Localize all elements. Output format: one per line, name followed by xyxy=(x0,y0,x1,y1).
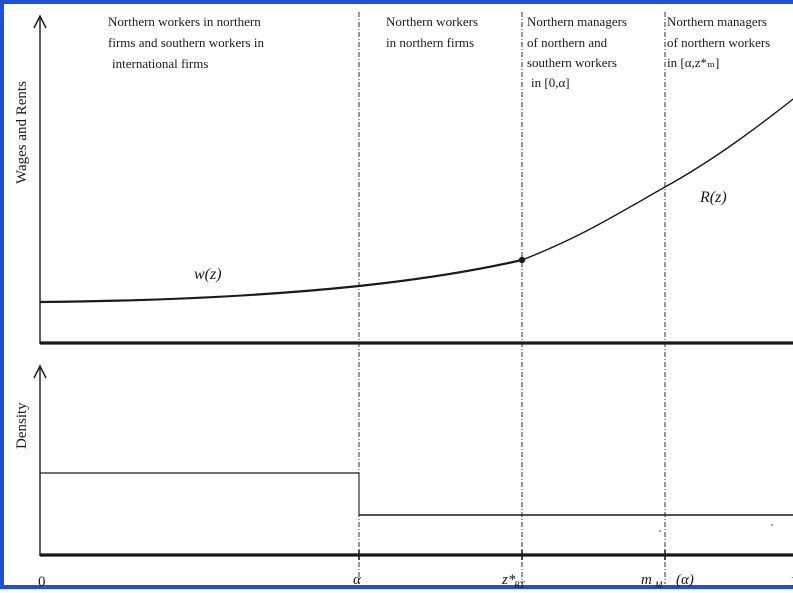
tick-label-one: 1 xyxy=(790,574,793,590)
svg-text:m: m xyxy=(641,572,652,588)
region-1-label: Northern workers in northern firms and s… xyxy=(108,14,264,71)
svg-text:Northern workers in northern: Northern workers in northern xyxy=(108,14,261,29)
wage-curve-label: w(z) xyxy=(194,266,222,283)
lower-y-axis-arrow xyxy=(33,364,47,379)
svg-text:Northern managers: Northern managers xyxy=(527,14,627,29)
svg-text:BT: BT xyxy=(514,580,525,590)
wage-curve xyxy=(39,258,523,304)
svg-text:southern workers: southern workers xyxy=(527,55,617,70)
upper-y-axis-arrow xyxy=(33,14,47,29)
svg-text:firms and southern workers in: firms and southern workers in xyxy=(108,35,264,50)
upper-y-axis-label: Wages and Rents xyxy=(14,81,30,184)
svg-text:of northern and: of northern and xyxy=(527,35,608,50)
speck xyxy=(659,530,661,532)
tick-label-alpha: α xyxy=(353,572,362,588)
region-4-label: Northern managers of northern workers in… xyxy=(667,14,770,70)
lower-y-axis-label: Density xyxy=(14,402,30,449)
svg-text:in [α,z*ₘ]: in [α,z*ₘ] xyxy=(667,55,719,70)
svg-text:in [0,α]: in [0,α] xyxy=(531,75,570,90)
svg-text:in northern firms: in northern firms xyxy=(386,35,474,50)
kink-point xyxy=(518,256,526,264)
svg-text:z*: z* xyxy=(501,572,516,588)
tick-label-mm: m M (α) xyxy=(641,572,694,590)
region-3-label: Northern managers of northern and southe… xyxy=(527,14,627,90)
svg-text:Northern managers: Northern managers xyxy=(667,14,767,29)
svg-text:international firms: international firms xyxy=(112,56,208,71)
svg-text:of northern workers: of northern workers xyxy=(667,35,770,50)
speck xyxy=(771,524,773,526)
rent-curve-label: R(z) xyxy=(699,189,727,206)
svg-text:(α): (α) xyxy=(676,572,694,588)
region-2-label: Northern workers in northern firms xyxy=(386,14,478,50)
tick-label-zbt: z* BT xyxy=(501,572,525,590)
tick-label-zero: 0 xyxy=(38,574,46,590)
svg-text:Northern workers: Northern workers xyxy=(386,14,478,29)
wage-density-diagram: Wages and Rents Northern workers in nort… xyxy=(14,12,793,590)
svg-text:M: M xyxy=(654,580,663,590)
rent-curve xyxy=(521,98,793,261)
